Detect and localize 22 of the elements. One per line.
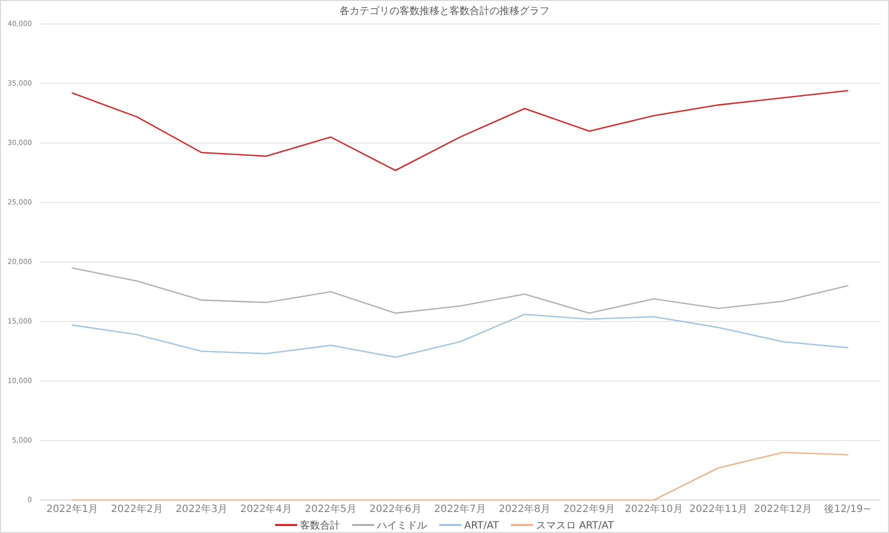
x-tick-label: 2022年3月 bbox=[176, 503, 228, 515]
line-series bbox=[72, 267, 848, 314]
chart-title: 各カテゴリの客数推移と客数合計の推移グラフ bbox=[340, 5, 550, 17]
line-series bbox=[72, 90, 848, 172]
x-tick-label: 2022年6月 bbox=[369, 503, 422, 515]
x-tick-label: 2022年1月 bbox=[46, 503, 98, 515]
x-tick-label: 2022年7月 bbox=[434, 503, 486, 515]
x-tick-label: 2022年9月 bbox=[563, 503, 616, 515]
x-tick-label: 2022年5月 bbox=[304, 503, 357, 515]
x-tick-label: 2022年11月 bbox=[689, 503, 748, 515]
x-tick-label: 後12/19~ bbox=[824, 503, 872, 515]
x-tick-label: 2022年8月 bbox=[498, 503, 551, 515]
legend-label: 客数合計 bbox=[300, 520, 340, 532]
legend-label: ハイミドル bbox=[376, 520, 428, 532]
x-tick-label: 2022年4月 bbox=[240, 503, 292, 515]
line-series bbox=[72, 452, 848, 501]
line-series bbox=[72, 314, 848, 358]
x-tick-label: 2022年10月 bbox=[624, 503, 683, 515]
x-tick-label: 2022年2月 bbox=[111, 503, 163, 515]
legend-label: ART/AT bbox=[464, 520, 500, 532]
legend-label: スマスロ ART/AT bbox=[536, 520, 615, 532]
x-tick-label: 2022年12月 bbox=[754, 503, 812, 515]
